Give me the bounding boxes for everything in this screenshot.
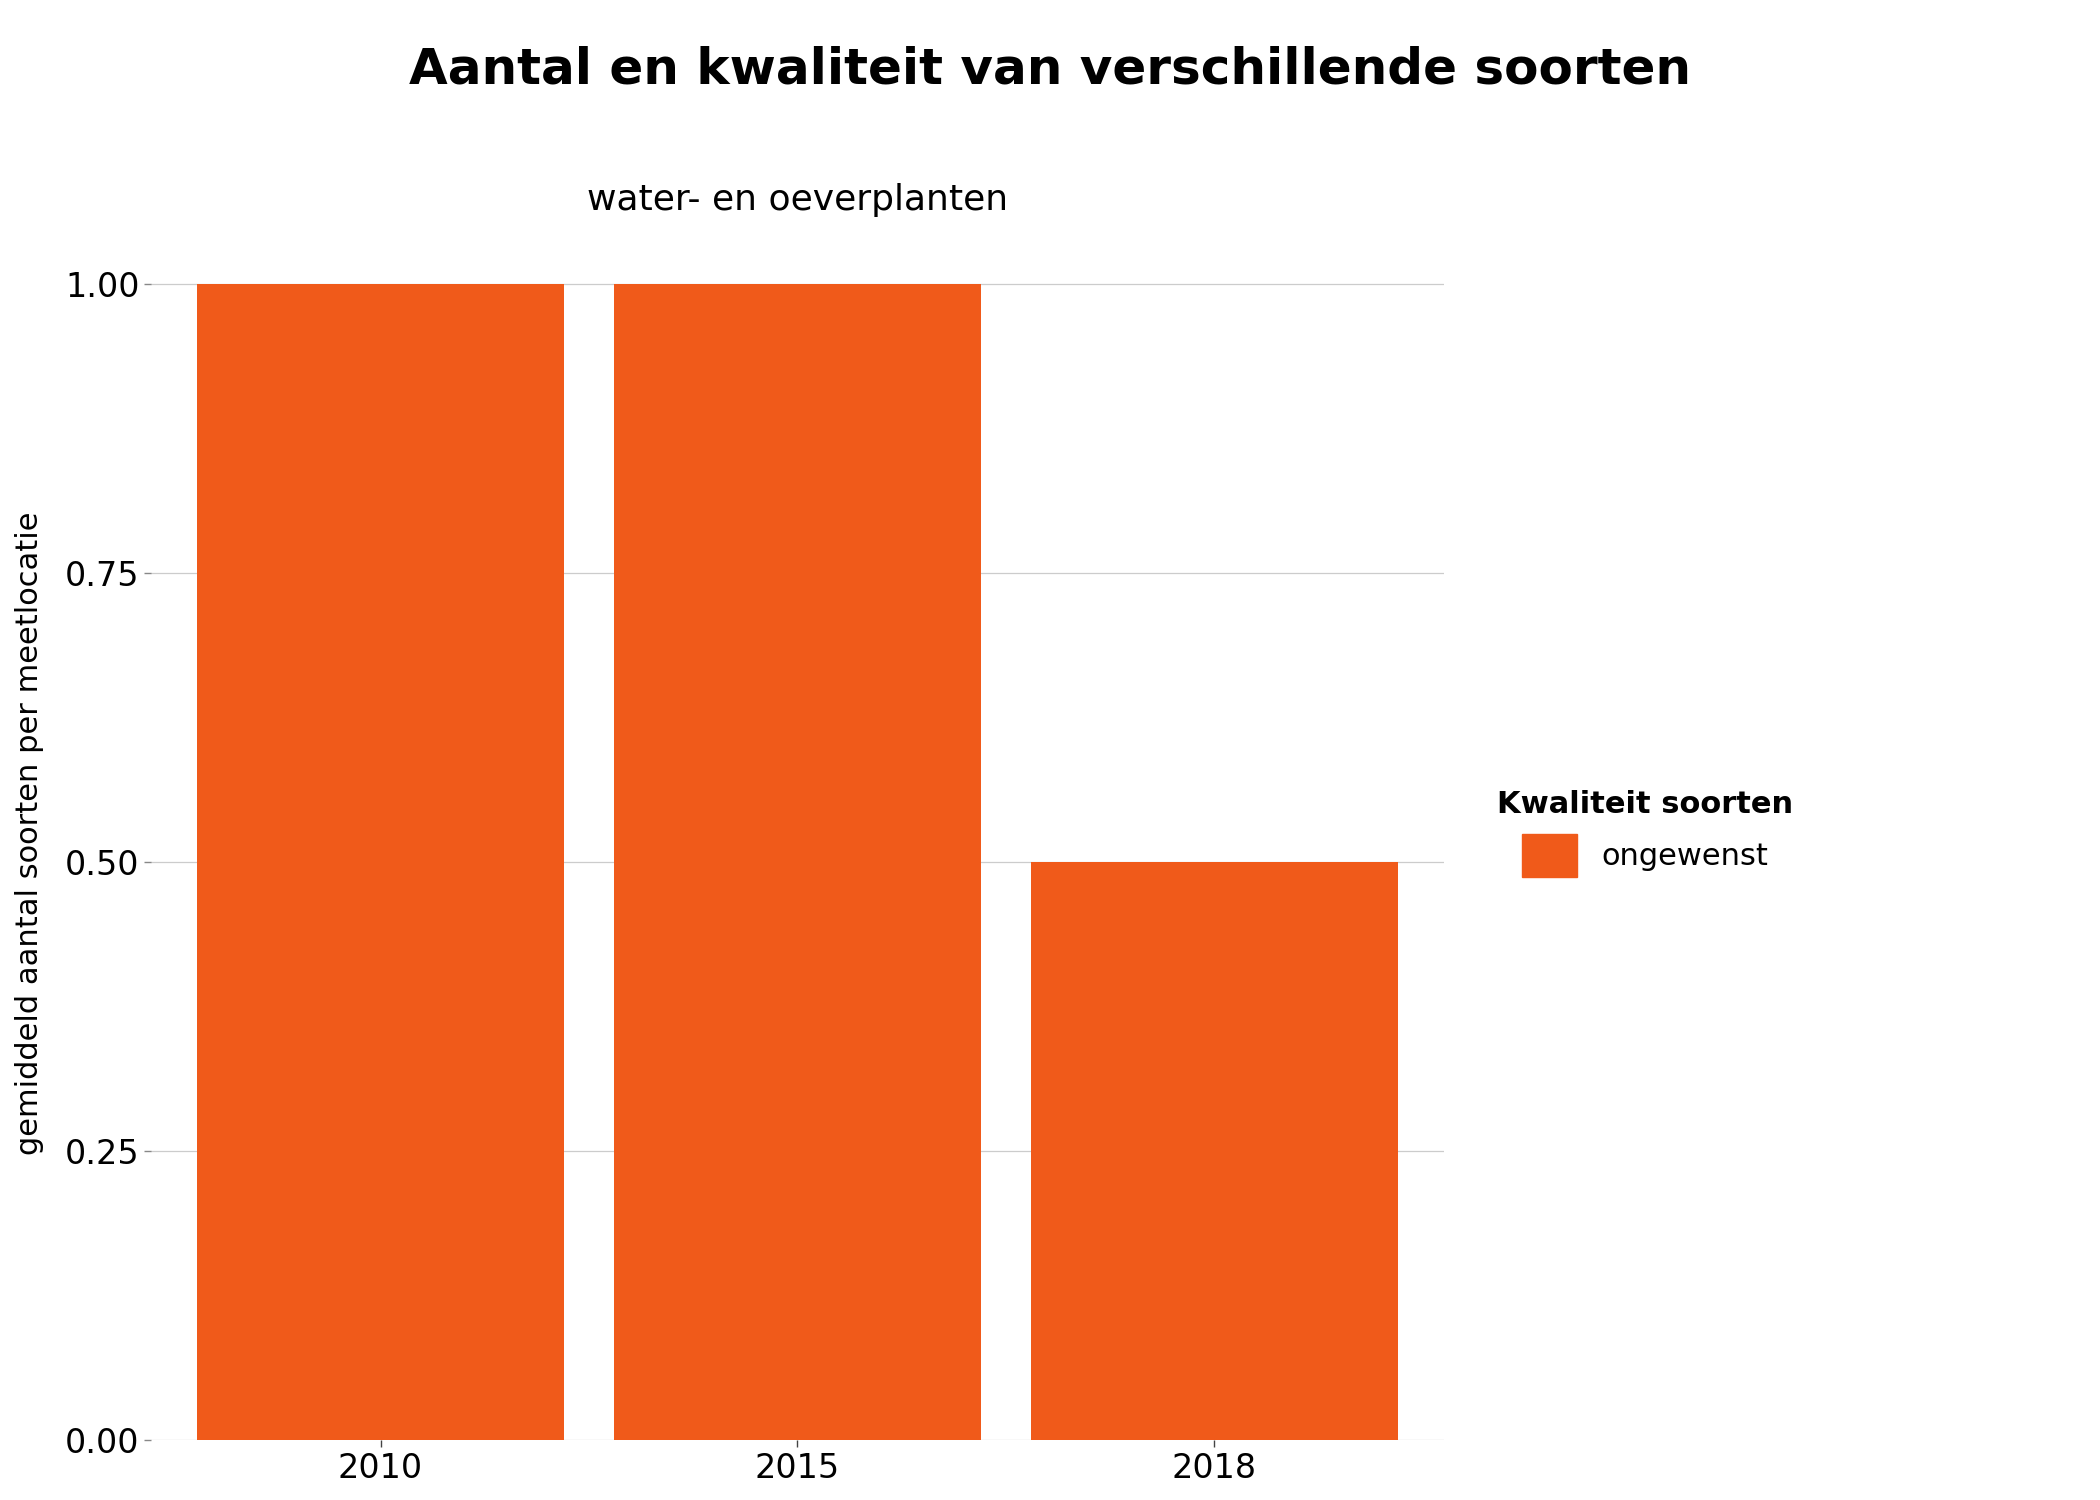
Bar [1031,862,1399,1440]
Y-axis label: gemiddeld aantal soorten per meetlocatie: gemiddeld aantal soorten per meetlocatie [15,512,44,1155]
Legend: ongewenst: ongewenst [1485,777,1806,889]
Text: Aantal en kwaliteit van verschillende soorten: Aantal en kwaliteit van verschillende so… [410,45,1691,93]
Title: water- en oeverplanten: water- en oeverplanten [586,183,1008,218]
Bar [613,285,981,1440]
Bar [197,285,565,1440]
